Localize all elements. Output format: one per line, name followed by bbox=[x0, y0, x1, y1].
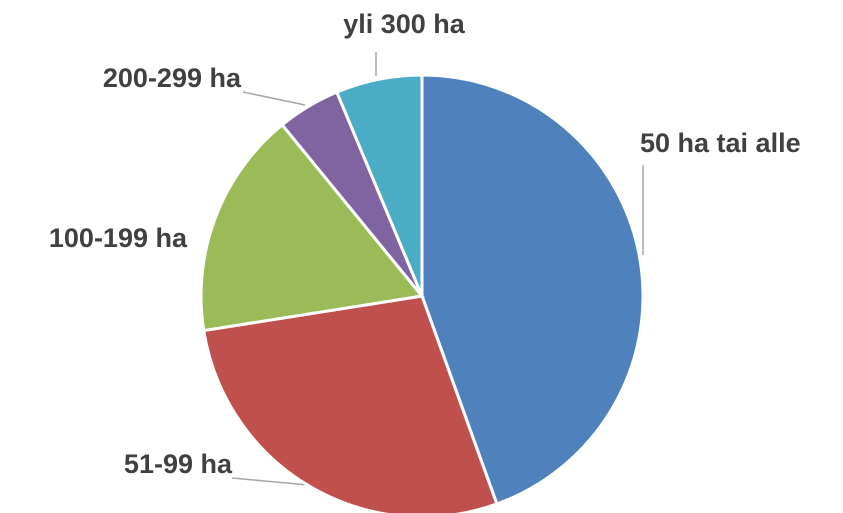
leader-line bbox=[242, 91, 306, 106]
slice-label: yli 300 ha bbox=[343, 9, 466, 39]
slice-label: 51-99 ha bbox=[124, 449, 233, 479]
leader-line bbox=[231, 477, 309, 486]
pie-slice bbox=[334, 73, 424, 297]
slice-label: 200-299 ha bbox=[103, 63, 242, 93]
pie-slice bbox=[420, 73, 645, 506]
slice-label: 100-199 ha bbox=[49, 223, 188, 253]
pie-slice bbox=[202, 294, 499, 513]
pie-slice bbox=[199, 122, 425, 333]
slice-label: 50 ha tai alle bbox=[640, 128, 801, 158]
